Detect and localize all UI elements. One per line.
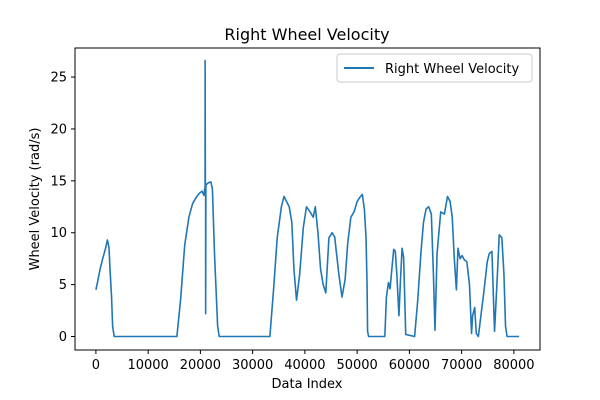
x-tick-label: 60000 — [389, 358, 430, 373]
y-tick-label: 0 — [59, 330, 67, 345]
x-tick-label: 20000 — [180, 358, 221, 373]
y-tick-label: 25 — [50, 71, 67, 86]
legend: Right Wheel Velocity — [336, 53, 533, 83]
y-tick-label: 10 — [50, 226, 67, 241]
x-tick-label: 30000 — [232, 358, 273, 373]
series-line-right-wheel-velocity — [95, 59, 520, 338]
x-tick-label: 0 — [92, 358, 100, 373]
axes-frame — [74, 47, 541, 351]
x-tick-label: 40000 — [284, 358, 325, 373]
y-tick-label: 15 — [50, 174, 67, 189]
y-axis-label: Wheel Velocity (rad/s) — [28, 128, 43, 271]
chart-title: Right Wheel Velocity — [224, 25, 389, 44]
legend-label: Right Wheel Velocity — [385, 62, 520, 77]
x-tick-label: 10000 — [127, 358, 168, 373]
y-tick-label: 5 — [59, 278, 67, 293]
legend-box — [336, 53, 533, 83]
y-axis: 0 5 10 15 20 25 — [50, 71, 75, 345]
x-tick-label: 70000 — [441, 358, 482, 373]
x-tick-label: 80000 — [493, 358, 534, 373]
x-tick-label: 50000 — [336, 358, 377, 373]
plot-area — [95, 59, 520, 338]
y-tick-label: 20 — [50, 122, 67, 137]
x-axis-label: Data Index — [272, 377, 343, 392]
x-axis: 0 10000 20000 30000 40000 50000 60000 70000 8000… — [92, 350, 535, 373]
